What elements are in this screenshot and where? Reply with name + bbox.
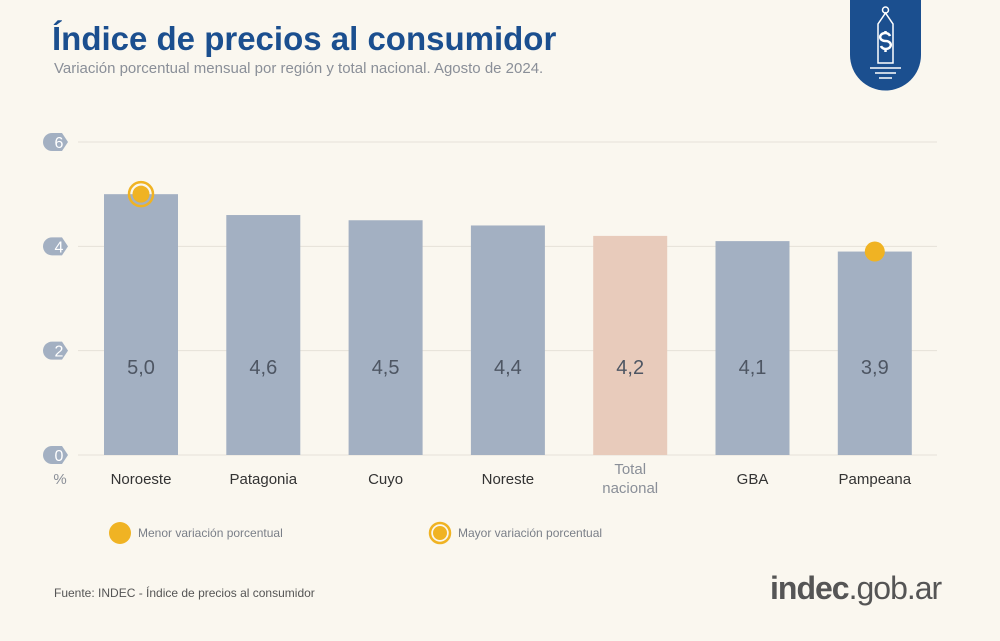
legend-item-max: Mayor variación porcentual	[428, 521, 602, 545]
y-tick-badge	[43, 133, 68, 151]
bar	[348, 220, 423, 455]
bar	[104, 194, 178, 455]
y-tick-badge	[43, 237, 68, 256]
indec-logo: indec.gob.ar	[770, 570, 942, 606]
max-marker-dot	[132, 185, 150, 203]
y-tick-label: 4	[55, 239, 64, 256]
x-tick-label: GBA	[737, 471, 769, 488]
legend-ring-marker	[428, 521, 452, 545]
bar	[226, 215, 301, 455]
bar	[593, 235, 668, 455]
y-tick-label: 0	[55, 448, 64, 465]
source-note: Fuente: INDEC - Índice de precios al con…	[54, 586, 315, 600]
bar-value-label: 4,6	[249, 357, 277, 379]
x-tick-label: Noreste	[482, 471, 535, 488]
x-tick-label: Patagonia	[230, 471, 298, 488]
bar	[470, 225, 545, 455]
bar-value-label: 4,2	[616, 357, 644, 379]
min-marker	[864, 241, 885, 262]
y-tick-label: 6	[55, 135, 64, 152]
max-marker	[127, 180, 155, 208]
bar-value-label: 4,5	[372, 357, 400, 379]
x-tick-label: Pampeana	[839, 471, 912, 488]
x-tick-label: Noroeste	[111, 471, 172, 488]
bar	[837, 251, 912, 455]
price-tag-dollar-icon	[850, 0, 921, 91]
page-title: Índice de precios al consumidor	[52, 20, 557, 57]
y-tick-label: 2	[55, 344, 64, 361]
legend-dot-marker	[109, 522, 131, 544]
bar	[715, 241, 790, 455]
x-tick-label: Total	[614, 461, 646, 478]
bar-value-label: 3,9	[861, 357, 889, 379]
page-subtitle: Variación porcentual mensual por región …	[54, 60, 544, 77]
y-tick-badge	[43, 341, 68, 360]
legend-item-min: Menor variación porcentual	[108, 521, 283, 545]
legend-label: Mayor variación porcentual	[458, 526, 603, 540]
x-tick-label: nacional	[602, 480, 658, 497]
bar-value-label: 4,1	[739, 357, 767, 379]
legend-label: Menor variación porcentual	[138, 526, 283, 540]
bar-value-label: 4,4	[494, 357, 522, 379]
bar-value-label: 5,0	[127, 357, 155, 379]
y-tick-badge	[43, 446, 68, 464]
y-axis-unit: %	[53, 471, 66, 488]
x-tick-label: Cuyo	[368, 471, 403, 488]
